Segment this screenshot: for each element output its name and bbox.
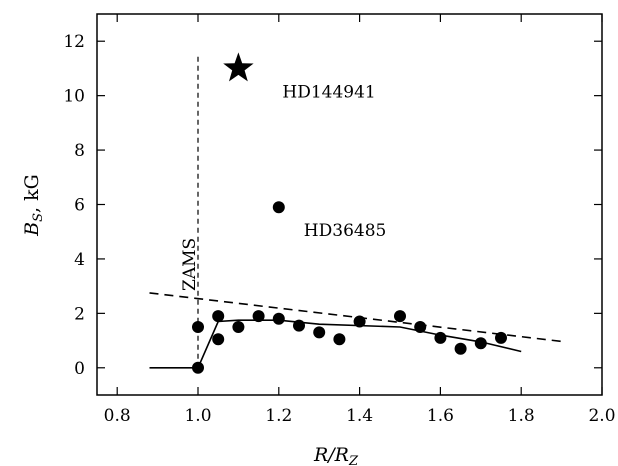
y-tick-label: 8 [74, 141, 85, 161]
solid-series-line [149, 319, 522, 369]
data-point [353, 315, 366, 328]
x-tick-label: 1.8 [508, 406, 535, 426]
annotation-label: HD144941 [282, 82, 375, 102]
y-tick-label: 2 [74, 304, 85, 324]
x-tick-label: 2.0 [588, 406, 615, 426]
data-point [313, 326, 326, 339]
data-point [212, 333, 225, 346]
data-point [272, 312, 285, 325]
annotation-label: HD36485 [304, 221, 387, 241]
data-point [434, 331, 447, 344]
y-tick-label: 10 [63, 87, 85, 107]
data-point [232, 320, 245, 333]
dashed-series-line [149, 292, 566, 343]
annotations: HD36485 HD144941 ZAMS [180, 82, 386, 291]
y-tick-label: 4 [74, 250, 85, 270]
zams-label: ZAMS [180, 238, 200, 291]
x-tick-label: 1.0 [184, 406, 211, 426]
x-tick-label: 1.2 [265, 406, 292, 426]
y-tick-label: 12 [63, 32, 85, 52]
markers [192, 52, 507, 374]
x-axis-label: R/RZ [313, 444, 359, 466]
data-point [454, 342, 467, 355]
data-point [474, 337, 487, 350]
data-point [394, 310, 406, 323]
data-point [192, 361, 204, 374]
star-marker [223, 52, 254, 82]
x-tick-label: 1.6 [427, 406, 454, 426]
outlier-point [272, 201, 285, 214]
y-tick-label: 0 [74, 359, 85, 379]
ticks: 0.8 1.0 1.2 1.4 1.6 1.8 2.0 0 2 4 6 8 10 12 [63, 14, 616, 426]
data-point [192, 320, 204, 333]
data-point [212, 310, 225, 323]
data-point [414, 320, 427, 333]
x-tick-label: 0.8 [104, 406, 131, 426]
y-tick-label: 6 [74, 196, 85, 216]
y-axis-label: BS, kG [21, 174, 46, 237]
data-point [495, 331, 507, 344]
data-point [293, 319, 305, 332]
data-point [333, 333, 346, 346]
data-point [252, 310, 265, 323]
x-tick-label: 1.4 [346, 406, 373, 426]
